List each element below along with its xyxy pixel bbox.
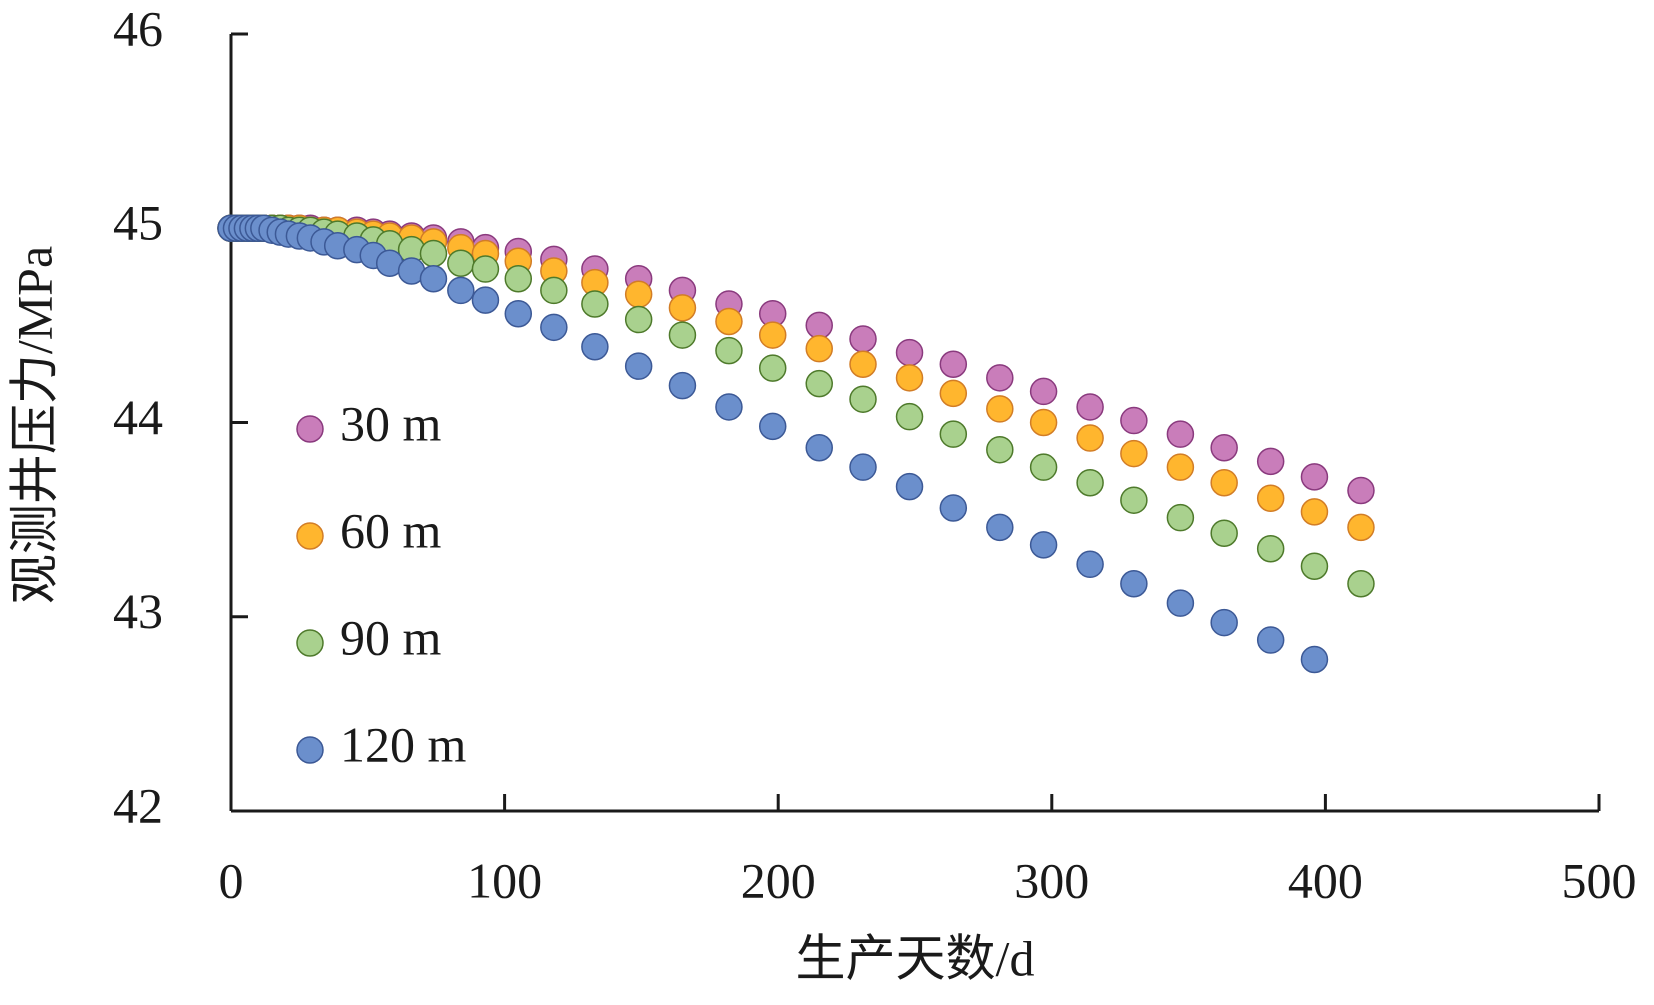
data-point	[805, 434, 833, 462]
x-tick-label: 200	[741, 852, 816, 908]
data-point	[668, 371, 697, 400]
y-tick-label: 43	[113, 583, 163, 639]
data-point	[1029, 531, 1058, 559]
data-point	[624, 305, 653, 334]
data-point	[715, 307, 743, 336]
x-tick-label: 300	[1014, 852, 1089, 908]
data-point	[1120, 486, 1148, 514]
data-point	[668, 321, 697, 349]
data-point	[1210, 434, 1238, 462]
y-tick-label: 42	[113, 777, 163, 833]
data-point	[1300, 463, 1329, 491]
data-point	[939, 494, 968, 522]
data-point	[1300, 645, 1329, 674]
data-point	[1256, 626, 1285, 654]
data-point	[805, 334, 833, 363]
data-point	[758, 321, 787, 349]
data-point	[624, 352, 653, 380]
data-point	[1166, 503, 1195, 532]
data-point	[1300, 552, 1329, 580]
x-tick-label: 400	[1288, 852, 1363, 908]
data-point	[849, 453, 877, 481]
data-point	[849, 385, 877, 413]
data-point	[1166, 589, 1195, 617]
data-point	[715, 336, 743, 365]
legend-marker	[296, 736, 324, 764]
x-axis-label: 生产天数/d	[796, 930, 1035, 986]
data-point	[1076, 424, 1104, 452]
data-point	[1120, 406, 1148, 435]
x-tick-label: 500	[1562, 852, 1637, 908]
data-point	[581, 290, 609, 318]
data-point	[540, 276, 568, 305]
data-point	[1120, 569, 1148, 598]
legend-label: 60 m	[340, 502, 442, 558]
data-point	[1166, 453, 1195, 481]
y-tick-label: 45	[113, 195, 163, 251]
data-point	[1210, 468, 1238, 497]
data-point	[986, 435, 1014, 464]
data-point	[895, 338, 924, 367]
data-point	[1120, 439, 1148, 468]
data-point	[895, 364, 924, 392]
data-point	[895, 402, 924, 431]
legend-label: 30 m	[340, 395, 442, 451]
data-point	[805, 311, 833, 340]
data-point	[1256, 447, 1285, 476]
data-point	[895, 472, 924, 501]
data-point	[939, 350, 968, 378]
data-point	[419, 239, 448, 268]
data-point	[1210, 608, 1238, 637]
x-tick-label: 0	[219, 852, 244, 908]
data-point	[447, 249, 475, 277]
data-point	[758, 354, 787, 382]
data-point	[419, 265, 448, 293]
legend-marker	[296, 522, 324, 550]
data-point	[1166, 420, 1195, 448]
legend-label: 90 m	[340, 609, 442, 665]
y-tick-label: 44	[113, 389, 163, 445]
data-point	[1347, 569, 1375, 598]
data-point	[1347, 513, 1375, 542]
data-point	[849, 325, 877, 353]
data-point	[939, 379, 968, 408]
data-point	[1300, 498, 1329, 526]
x-tick-label: 100	[467, 852, 542, 908]
data-point	[624, 280, 653, 309]
data-point	[986, 395, 1014, 423]
data-point	[1076, 393, 1104, 421]
data-point	[1029, 453, 1058, 481]
data-point	[939, 420, 968, 448]
data-point	[1256, 535, 1285, 563]
data-point	[1029, 377, 1058, 406]
data-point	[1076, 468, 1104, 497]
y-tick-label: 46	[113, 0, 163, 56]
data-point	[758, 412, 787, 441]
data-point	[471, 286, 500, 314]
legend-marker	[296, 415, 324, 443]
data-point	[715, 393, 743, 421]
data-point	[986, 513, 1014, 542]
data-point	[805, 369, 833, 398]
data-point	[471, 255, 500, 283]
y-axis-label: 观测井压力/MPa	[6, 246, 62, 604]
data-point	[1347, 476, 1375, 505]
data-point	[1029, 408, 1058, 437]
legend-marker	[296, 629, 324, 657]
data-point	[1210, 519, 1238, 547]
data-point	[668, 294, 697, 322]
data-point	[849, 350, 877, 378]
data-point	[581, 332, 609, 361]
data-point	[1256, 484, 1285, 513]
data-point	[447, 276, 475, 305]
data-point	[1076, 550, 1104, 579]
data-point	[540, 313, 568, 342]
legend-label: 120 m	[340, 716, 467, 772]
data-point	[504, 265, 533, 293]
data-point	[504, 299, 533, 328]
data-point	[986, 364, 1014, 392]
